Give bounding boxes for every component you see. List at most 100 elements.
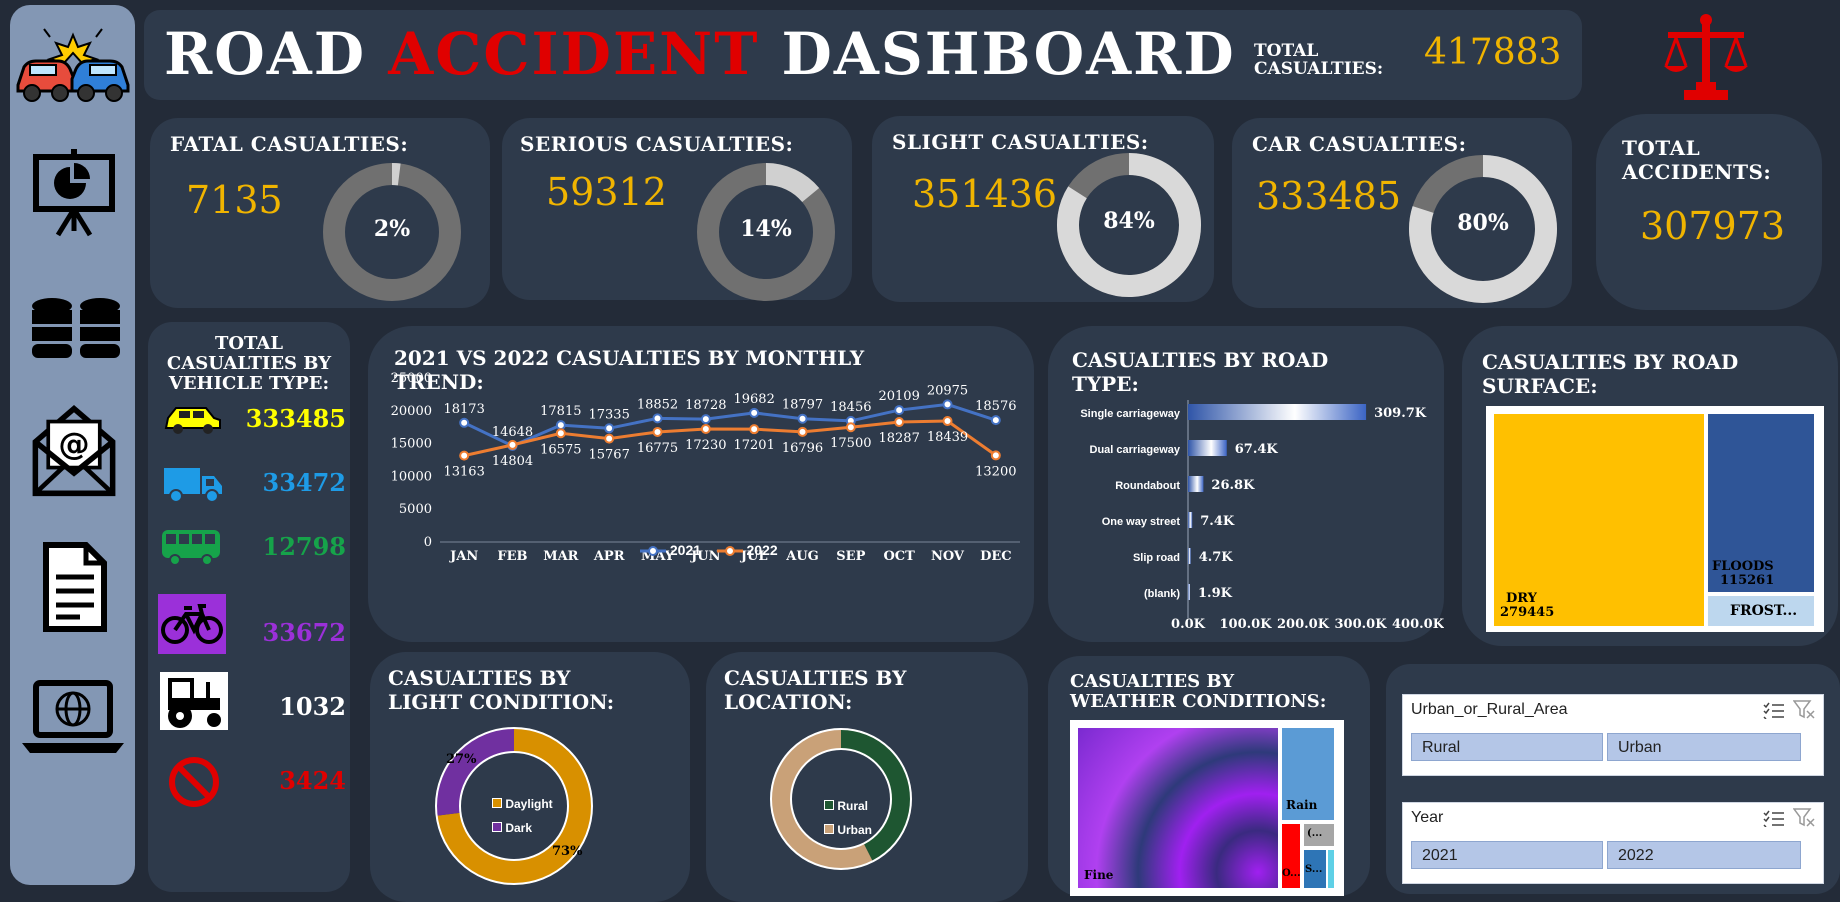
bar: [1188, 548, 1191, 564]
x-tick-label: 200.0K: [1277, 617, 1330, 632]
point-2022: [847, 423, 855, 431]
y-tick-label: 5000: [399, 502, 432, 517]
data-label-2021: 20109: [878, 389, 919, 404]
tractor-icon-box: [160, 672, 228, 730]
database-icon[interactable]: [30, 285, 122, 377]
clear-filter-icon[interactable]: [1793, 699, 1815, 719]
treemap-rain: Rain: [1282, 728, 1334, 820]
point-2022: [992, 451, 1000, 459]
total-accidents-label-line1: Total: [1622, 136, 1771, 160]
point-2021: [750, 409, 758, 417]
treemap-snow: S...: [1304, 850, 1326, 888]
point-2022: [750, 425, 758, 433]
multi-select-icon[interactable]: [1763, 701, 1785, 719]
svg-text:@: @: [58, 427, 89, 463]
data-label-2021: 18576: [975, 399, 1016, 414]
slicer-option-2022[interactable]: 2022: [1607, 841, 1801, 869]
fatal-kpi-pct: 2%: [322, 216, 462, 242]
year-slicer-title: Year: [1411, 809, 1443, 827]
car-kpi-card: Car Casualties: 333485 80%: [1232, 118, 1572, 308]
location-panel: Casualties by Location: Rural Urban: [706, 652, 1028, 902]
slicer-option-urban[interactable]: Urban: [1607, 733, 1801, 761]
total-accidents-label-line2: Accidents:: [1622, 160, 1771, 184]
legend-2022-marker: [717, 545, 743, 557]
document-icon[interactable]: [28, 541, 120, 633]
x-tick-label: APR: [593, 549, 625, 564]
data-label-2022: 13200: [975, 464, 1016, 479]
location-title-line2: Location:: [724, 690, 906, 714]
vehicle-type-title-line3: Vehicle Type:: [148, 374, 350, 394]
header-panel: Road Accident Dashboard Total Casualties…: [144, 10, 1582, 100]
bus-casualties-value: 12798: [263, 532, 347, 561]
point-2022: [605, 435, 613, 443]
treemap-fine: Fine: [1078, 728, 1278, 888]
bar-category-label: Single carriageway: [1080, 408, 1181, 420]
point-2022: [944, 417, 952, 425]
data-label-2022: 16796: [782, 441, 823, 456]
email-icon[interactable]: @: [28, 405, 120, 497]
data-label-2022: 18287: [878, 431, 919, 446]
slicer-panel: Urban_or_Rural_Area Rural Urban Year 202…: [1386, 664, 1840, 894]
legend-rural-label: Rural: [837, 799, 868, 813]
legend-urban: Urban: [824, 818, 872, 842]
clear-filter-icon[interactable]: [1793, 807, 1815, 827]
presentation-icon[interactable]: [28, 147, 120, 239]
data-label-2021: 18852: [637, 397, 678, 412]
bar-value-label: 7.4K: [1200, 514, 1235, 529]
point-2022: [557, 429, 565, 437]
tractor-casualties-value: 1032: [279, 692, 346, 721]
data-label-2021: 18173: [443, 402, 484, 417]
total-accidents-label: Total Accidents:: [1622, 136, 1771, 184]
slight-kpi-value: 351436: [912, 172, 1057, 216]
light-daylight-pct: 73%: [552, 844, 582, 859]
data-label-2021: 20975: [927, 383, 968, 398]
car-kpi-pct: 80%: [1408, 210, 1558, 236]
vehicle-type-panel: Total Casualties by Vehicle Type: 333485…: [148, 322, 350, 892]
car-kpi-value: 333485: [1256, 174, 1401, 218]
weather-panel: Casualties by Weather Conditions: Fine R…: [1048, 656, 1370, 896]
road-surface-treemap: DRY 279445 FLOODS 115261 FROST...: [1486, 406, 1824, 632]
slight-kpi-label: Slight Casualties:: [892, 130, 1149, 154]
data-label-2021: 18728: [685, 398, 726, 413]
serious-donut-slice: [766, 174, 811, 195]
x-tick-label: JAN: [449, 549, 478, 564]
legend-dark-label: Dark: [505, 821, 532, 835]
x-tick-label: AUG: [785, 549, 819, 564]
point-2021: [557, 421, 565, 429]
serious-kpi-label: Serious Casualties:: [520, 132, 793, 156]
y-tick-label: 15000: [391, 437, 432, 452]
multi-select-icon[interactable]: [1763, 809, 1785, 827]
treemap-floods-label: FLOODS 115261: [1712, 560, 1774, 588]
light-condition-title-line2: Light Condition:: [388, 690, 614, 714]
scales-of-justice-icon: [1660, 12, 1752, 104]
sidebar: @: [10, 5, 135, 885]
data-label-2021: 18456: [830, 400, 871, 415]
treemap-other: O...: [1282, 824, 1300, 888]
treemap-fine-label: Fine: [1084, 868, 1113, 882]
no-entry-icon: [168, 756, 220, 808]
x-tick-label: SEP: [836, 549, 865, 564]
weather-treemap: Fine Rain O... (... S...: [1070, 720, 1344, 896]
bar-category-label: (blank): [1144, 588, 1180, 600]
x-tick-label: 100.0K: [1219, 617, 1272, 632]
car-crash-icon[interactable]: [14, 23, 132, 103]
data-label-2022: 14804: [492, 454, 533, 469]
point-2022: [799, 428, 807, 436]
y-tick-label: 10000: [391, 469, 432, 484]
x-tick-label: OCT: [883, 549, 915, 564]
treemap-misc: (...: [1304, 824, 1334, 846]
legend-2021-label: 2021: [670, 542, 701, 558]
slicer-option-2021[interactable]: 2021: [1411, 841, 1603, 869]
data-label-2021: 17815: [540, 404, 581, 419]
bar: [1188, 440, 1227, 456]
y-tick-label: 25000: [391, 371, 432, 386]
x-tick-label: 300.0K: [1334, 617, 1387, 632]
bar-category-label: Slip road: [1133, 552, 1180, 564]
laptop-globe-icon[interactable]: [18, 671, 128, 763]
treemap-other-label: O...: [1282, 868, 1301, 879]
slicer-option-rural[interactable]: Rural: [1411, 733, 1603, 761]
monthly-trend-panel: 2021 vs 2022 Casualties by Monthly Trend…: [368, 326, 1034, 642]
fatal-kpi-label: Fatal Casualties:: [170, 132, 408, 156]
